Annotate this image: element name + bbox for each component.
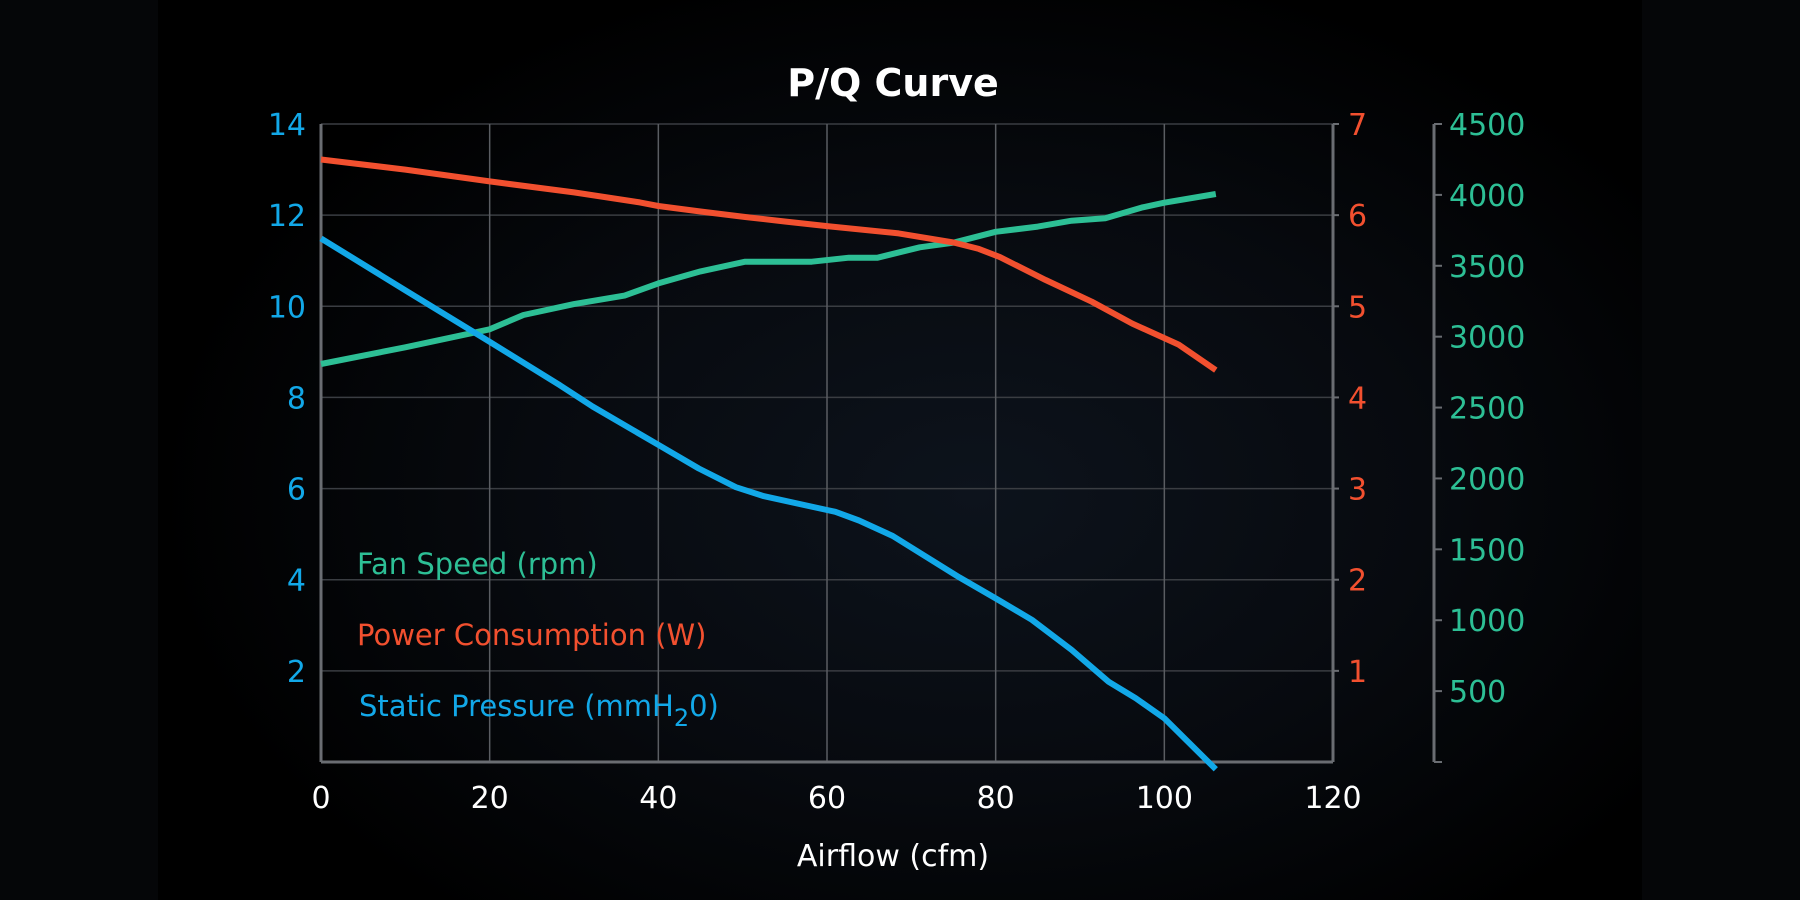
power-tick-label: 1 — [1348, 655, 1367, 690]
pressure-tick-label: 12 — [268, 199, 306, 234]
fan-speed-tick-label: 500 — [1449, 675, 1506, 710]
pressure-tick-label: 4 — [287, 564, 306, 599]
legend-static-pressure: Static Pressure (mmH20) — [359, 689, 719, 732]
axes — [319, 123, 1442, 764]
static-pressure-line — [319, 235, 1218, 772]
legend-power-consumption: Power Consumption (W) — [357, 618, 707, 652]
legend-static-pressure-tail: 0) — [689, 689, 719, 723]
legend-power-consumption-label: Power Consumption (W) — [357, 618, 707, 652]
fan-speed-tick-label: 1000 — [1449, 604, 1525, 639]
power-tick-label: 3 — [1348, 473, 1367, 508]
pressure-tick-label: 10 — [268, 290, 306, 325]
tick-labels: 0 20 40 60 80 100 1202468101214123456750010001… — [268, 108, 1526, 816]
series-lines — [319, 156, 1218, 772]
fan-speed-tick-label: 3500 — [1449, 250, 1525, 285]
legend-static-pressure-label: Static Pressure (mmH — [359, 689, 674, 723]
x-tick-label: 100 — [1136, 781, 1193, 816]
power-tick-label: 4 — [1348, 381, 1367, 416]
legend-fan-speed-label: Fan Speed (rpm) — [357, 547, 598, 581]
fan-speed-tick-label: 2000 — [1449, 462, 1525, 497]
fan-speed-tick-label: 3000 — [1449, 321, 1525, 356]
chart-background — [158, 0, 1642, 900]
x-tick-label: 80 — [977, 781, 1015, 816]
x-tick-label: 0 — [311, 781, 330, 816]
x-tick-label: 20 — [471, 781, 509, 816]
pressure-tick-label: 2 — [287, 655, 306, 690]
legend-static-pressure-subscript: 2 — [674, 704, 689, 732]
power-consumption-line — [320, 156, 1218, 373]
pressure-tick-label: 14 — [268, 108, 306, 143]
x-tick-label: 120 — [1304, 781, 1361, 816]
x-tick-label: 40 — [639, 781, 677, 816]
power-tick-label: 5 — [1348, 290, 1367, 325]
power-tick-label: 6 — [1348, 199, 1367, 234]
chart-title: P/Q Curve — [787, 61, 999, 105]
fan-speed-line — [320, 191, 1217, 367]
x-tick-label: 60 — [808, 781, 846, 816]
power-tick-label: 2 — [1348, 564, 1367, 599]
fan-speed-tick-label: 1500 — [1449, 533, 1525, 568]
legend: Fan Speed (rpm) Power Consumption (W) St… — [357, 547, 719, 732]
power-tick-label: 7 — [1348, 108, 1367, 143]
pressure-tick-label: 6 — [287, 473, 306, 508]
fan-speed-tick-label: 2500 — [1449, 392, 1525, 427]
fan-speed-tick-label: 4000 — [1449, 179, 1525, 214]
legend-fan-speed: Fan Speed (rpm) — [357, 547, 598, 581]
x-axis-label: Airflow (cfm) — [797, 839, 989, 874]
pressure-tick-label: 8 — [287, 381, 306, 416]
grid — [321, 123, 1334, 762]
fan-speed-tick-label: 4500 — [1449, 108, 1525, 143]
